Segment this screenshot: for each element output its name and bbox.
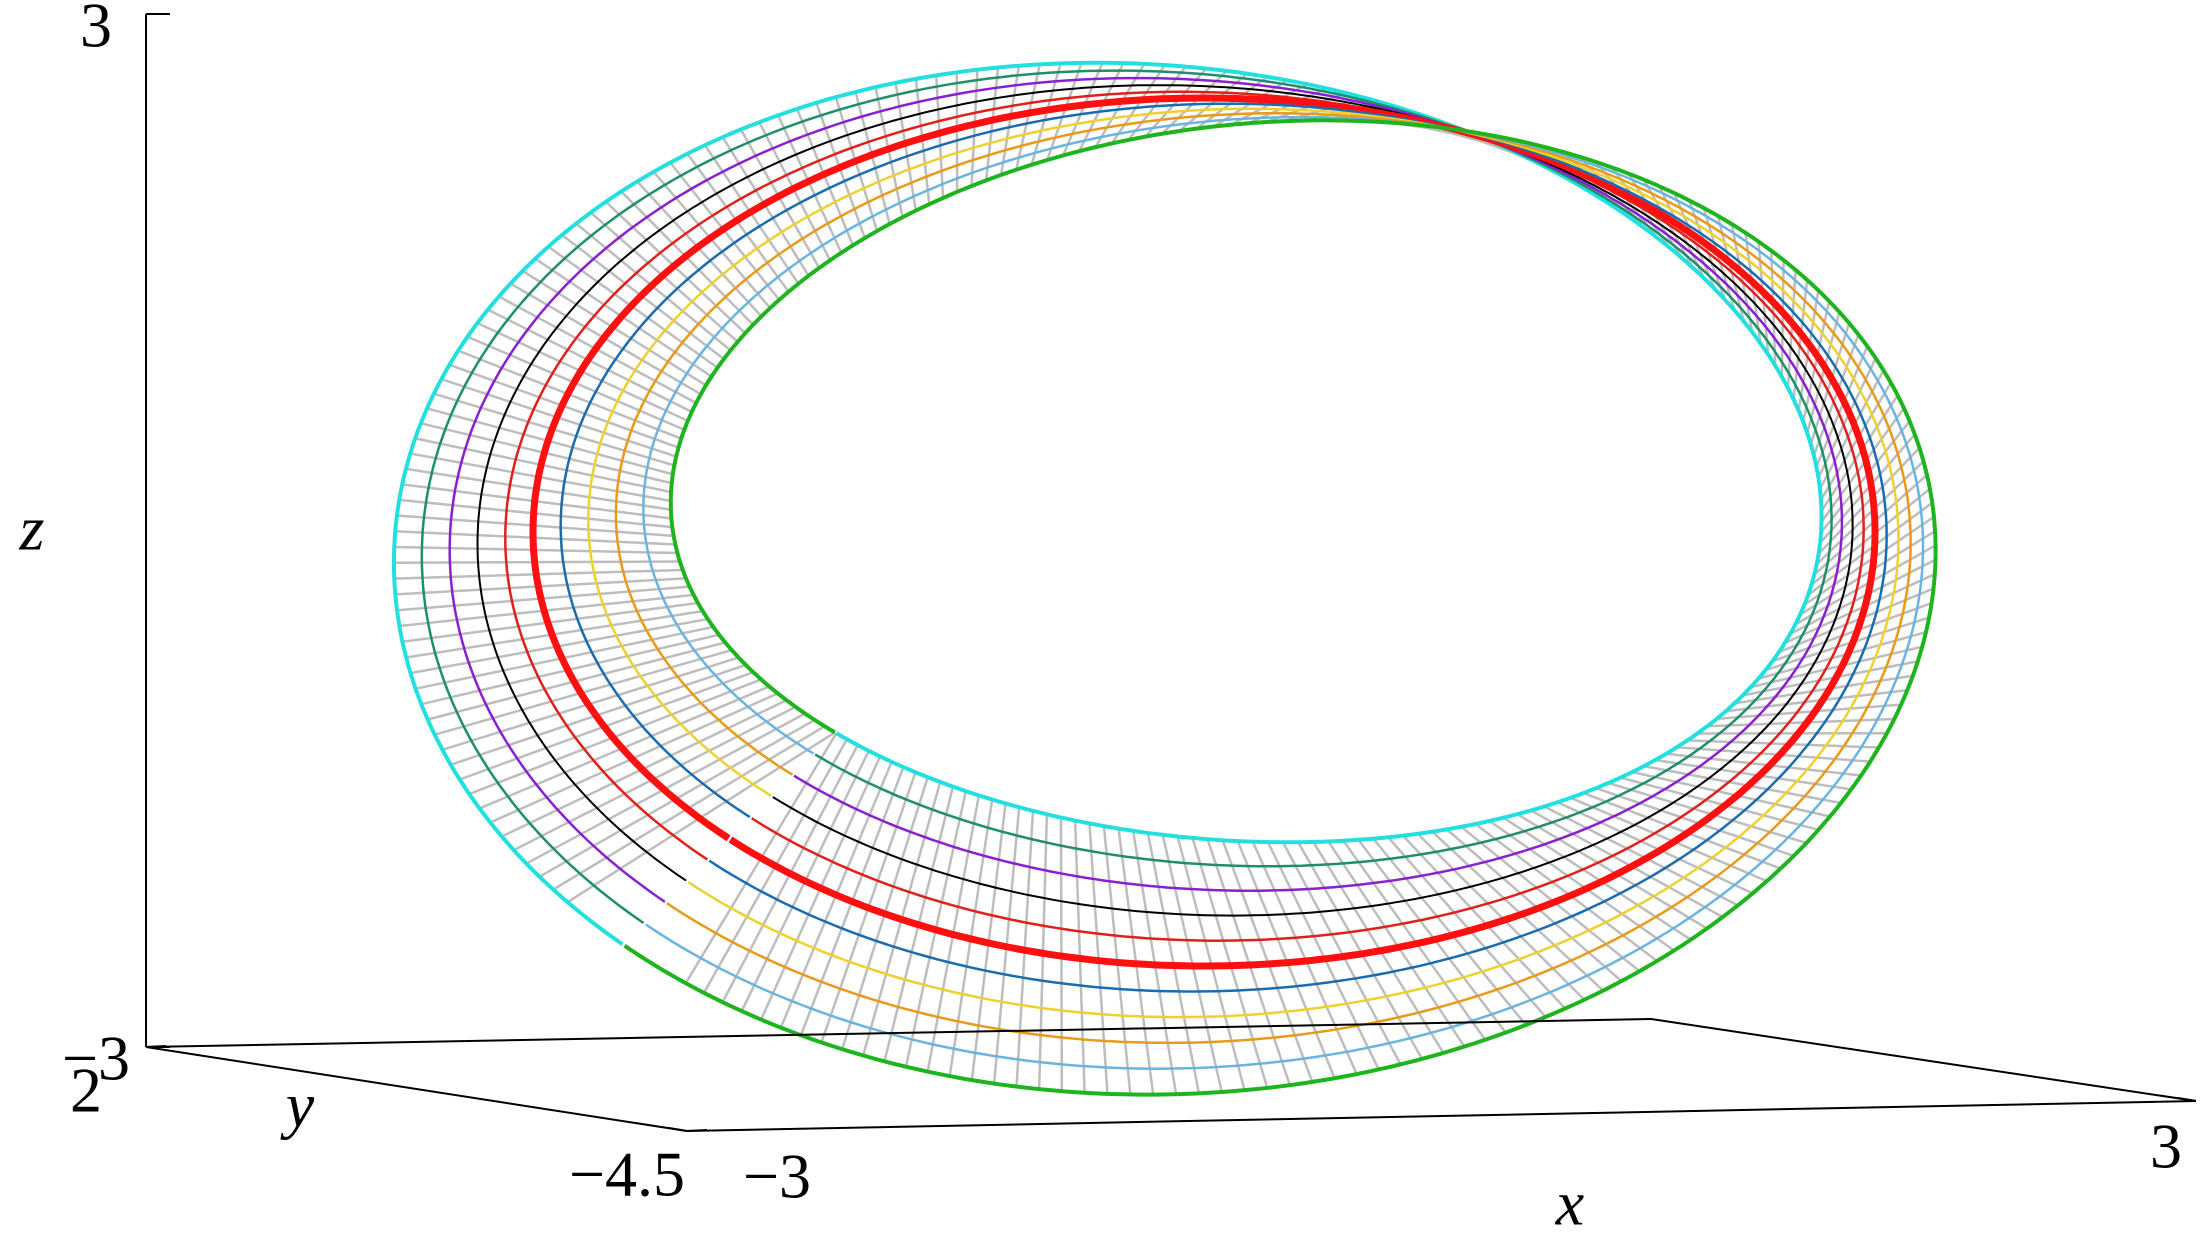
ruling	[1530, 809, 1724, 919]
ruling	[1794, 544, 1937, 626]
ruling	[1757, 630, 1927, 680]
band-curve	[476, 84, 1854, 917]
band-curve	[614, 112, 1912, 1045]
ruling	[1818, 369, 1885, 490]
z-axis-label: z	[19, 493, 45, 564]
ruling	[1815, 460, 1925, 566]
x-axis-label: x	[1555, 1168, 1584, 1239]
ruling	[1632, 770, 1831, 818]
ruling	[1820, 394, 1899, 512]
y-axis-label: y	[280, 1070, 315, 1141]
box-edge	[1650, 1018, 2197, 1102]
ruling	[1784, 572, 1936, 645]
band-curve	[529, 94, 1879, 970]
ruling	[970, 69, 979, 187]
ruling	[1643, 764, 1842, 805]
ruling	[1771, 601, 1933, 663]
ruling	[999, 65, 1021, 176]
ruling	[1416, 832, 1586, 1001]
ruling	[1516, 813, 1708, 930]
ruling	[1445, 828, 1623, 983]
band-curve	[448, 76, 1844, 903]
ruling	[1460, 825, 1641, 973]
ruling	[1687, 739, 1879, 749]
ruling	[1819, 382, 1892, 501]
ruling	[1707, 717, 1895, 728]
ruling	[1595, 786, 1795, 858]
ruling	[984, 67, 1000, 181]
x-tick	[2177, 1097, 2197, 1102]
ruling	[1820, 420, 1911, 534]
band	[391, 60, 1938, 1097]
x-axis	[686, 1100, 2197, 1132]
ruling	[1803, 515, 1935, 606]
ruling	[1666, 752, 1862, 777]
ruling	[1327, 840, 1466, 1048]
ruling	[1789, 558, 1937, 635]
x-tick	[668, 1127, 688, 1132]
y-tick	[686, 1129, 708, 1132]
ruling	[1655, 758, 1852, 791]
ruling	[1778, 587, 1934, 654]
ruling	[1474, 823, 1658, 963]
z-tick-label: −3	[62, 1023, 130, 1094]
ruling	[1765, 616, 1930, 672]
ruling	[1582, 791, 1782, 870]
ruling	[1502, 816, 1692, 941]
x-tick-label: −3	[743, 1141, 811, 1212]
y-tick-label: 2	[70, 1055, 102, 1126]
ruling	[1402, 834, 1567, 1010]
band-curve	[559, 102, 1888, 993]
ruling	[1312, 841, 1445, 1054]
ruling	[1817, 446, 1921, 555]
ruling	[1807, 501, 1933, 596]
ruling	[1676, 745, 1871, 763]
band-curve	[623, 118, 1938, 1097]
ruling	[1570, 796, 1768, 883]
band-curve	[391, 60, 1824, 946]
ruling	[1387, 836, 1547, 1018]
ruling	[1543, 805, 1739, 907]
ruling	[1813, 474, 1928, 576]
ruling	[1342, 840, 1487, 1041]
ruling	[1820, 407, 1905, 523]
y-axis	[145, 1046, 688, 1132]
axes	[145, 13, 2197, 1132]
y-tick	[145, 1045, 167, 1048]
ruling	[1557, 801, 1754, 895]
ruling	[1810, 487, 1931, 586]
ruling	[1608, 781, 1807, 845]
ruling	[1817, 357, 1877, 479]
box-edge	[145, 1018, 1652, 1048]
ruling	[1620, 776, 1819, 832]
ruling	[1799, 529, 1936, 616]
x-tick-label: 3	[2150, 1111, 2182, 1182]
band-curve	[587, 107, 1900, 1019]
band-curve	[420, 69, 1833, 925]
band-curve	[504, 90, 1865, 942]
ruling	[1357, 839, 1507, 1034]
ruling	[1819, 433, 1916, 545]
ruling	[1734, 674, 1914, 705]
ruling	[1431, 830, 1604, 992]
band-curve	[642, 115, 1925, 1070]
ruling	[1372, 837, 1527, 1026]
ruling	[1742, 660, 1919, 697]
ruling	[1488, 819, 1675, 952]
ruling	[1750, 645, 1923, 689]
ruling	[1716, 703, 1902, 721]
y-tick-label: −4.5	[569, 1139, 685, 1210]
ruling	[1725, 688, 1908, 713]
z-tick-label: 3	[80, 0, 112, 61]
